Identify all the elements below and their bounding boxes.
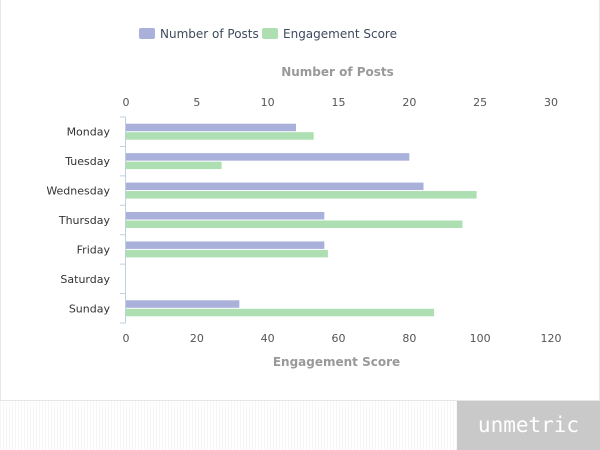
chart-card bbox=[0, 0, 600, 401]
top-axis-title: Number of Posts bbox=[281, 65, 394, 79]
brand-logo: unmetric bbox=[457, 401, 600, 450]
category-label: Saturday bbox=[60, 273, 110, 286]
bar-engagement-score[interactable] bbox=[126, 249, 328, 258]
legend-item-number-of-posts[interactable]: Number of Posts bbox=[139, 27, 259, 41]
bar-number-of-posts[interactable] bbox=[126, 212, 325, 220]
category-label: Friday bbox=[77, 243, 111, 256]
legend-label: Engagement Score bbox=[283, 27, 397, 41]
category-label: Monday bbox=[67, 126, 111, 139]
bar-engagement-score[interactable] bbox=[126, 220, 463, 229]
bottom-tick-label: 100 bbox=[470, 332, 491, 345]
top-axis: Number of Posts 0 5 10 15 20 25 30 bbox=[123, 65, 559, 109]
category-label: Sunday bbox=[69, 302, 111, 315]
legend-swatch bbox=[139, 28, 155, 39]
top-tick-label: 30 bbox=[544, 96, 558, 109]
bar-number-of-posts[interactable] bbox=[126, 241, 325, 249]
top-tick-label: 25 bbox=[473, 96, 487, 109]
bottom-tick-label: 20 bbox=[190, 332, 204, 345]
category-label: Wednesday bbox=[46, 185, 110, 198]
bottom-axis: 0 20 40 60 80 100 120 Engagement Score bbox=[123, 332, 562, 369]
bars bbox=[126, 123, 477, 317]
brand-logo-text: unmetric bbox=[477, 413, 580, 437]
bottom-tick-label: 120 bbox=[541, 332, 562, 345]
top-tick-label: 20 bbox=[402, 96, 416, 109]
bar-number-of-posts[interactable] bbox=[126, 153, 410, 161]
top-tick-label: 10 bbox=[261, 96, 275, 109]
bar-number-of-posts[interactable] bbox=[126, 123, 296, 132]
bar-engagement-score[interactable] bbox=[126, 308, 435, 317]
category-axis: Monday Tuesday Wednesday Thursday Friday Satu… bbox=[46, 116, 126, 324]
bottom-tick-label: 60 bbox=[332, 332, 346, 345]
bottom-tick-label: 0 bbox=[123, 332, 130, 345]
top-tick-label: 5 bbox=[193, 96, 200, 109]
bottom-tick-label: 80 bbox=[402, 332, 416, 345]
legend-swatch bbox=[262, 28, 278, 39]
bar-engagement-score[interactable] bbox=[126, 191, 477, 199]
bar-engagement-score[interactable] bbox=[126, 161, 222, 170]
category-label: Thursday bbox=[58, 214, 111, 227]
bar-engagement-score[interactable] bbox=[126, 132, 314, 140]
bar-number-of-posts[interactable] bbox=[126, 300, 240, 308]
bottom-tick-label: 40 bbox=[261, 332, 275, 345]
legend-item-engagement-score[interactable]: Engagement Score bbox=[262, 27, 397, 41]
legend[interactable]: Number of Posts Engagement Score bbox=[139, 27, 397, 41]
top-tick-label: 15 bbox=[332, 96, 346, 109]
bottom-axis-title: Engagement Score bbox=[273, 355, 400, 369]
legend-label: Number of Posts bbox=[160, 27, 259, 41]
bar-chart: Number of Posts Engagement Score Number o… bbox=[46, 27, 562, 369]
bar-number-of-posts[interactable] bbox=[126, 182, 424, 191]
top-tick-label: 0 bbox=[123, 96, 130, 109]
category-label: Tuesday bbox=[64, 155, 110, 168]
